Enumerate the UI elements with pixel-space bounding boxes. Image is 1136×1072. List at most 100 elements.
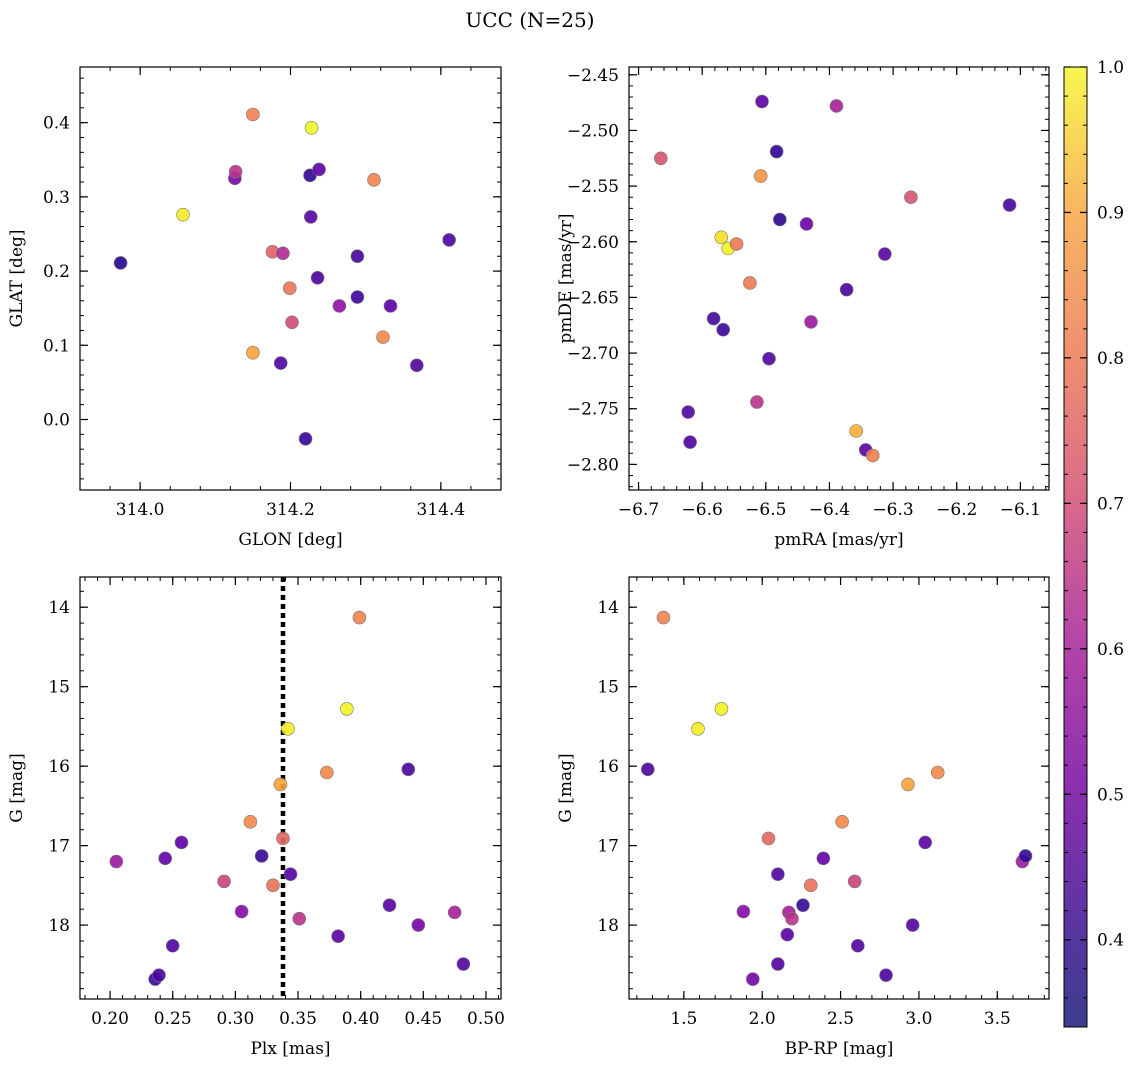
y-tick-label: 0.4 — [43, 114, 70, 134]
x-tick-label: −6.3 — [872, 500, 913, 520]
data-point — [847, 874, 862, 889]
data-point — [273, 356, 288, 370]
data-point — [780, 927, 795, 942]
major-ticks — [80, 577, 501, 999]
data-point — [331, 929, 345, 944]
major-ticks — [629, 67, 1049, 490]
y-tick-label: −2.65 — [567, 288, 619, 308]
axes-frame — [79, 576, 502, 1000]
data-point — [276, 246, 290, 261]
x-tick-label: 0.30 — [216, 1009, 254, 1029]
x-axis-label: pmRA [mas/yr] — [774, 530, 903, 550]
y-tick-label: 18 — [597, 916, 619, 936]
minor-ticks — [629, 577, 1049, 999]
data-point — [266, 878, 280, 893]
colorbar-tick-label: 0.7 — [1097, 494, 1124, 514]
major-ticks — [80, 67, 501, 490]
y-tick-label: −2.60 — [567, 233, 619, 253]
colorbar-gradient — [1063, 66, 1088, 1028]
data-point — [803, 878, 818, 893]
y-tick-label: 16 — [48, 757, 70, 777]
y-tick-label: 15 — [597, 678, 619, 698]
data-point — [681, 405, 695, 419]
data-point — [217, 874, 231, 889]
data-point — [382, 898, 397, 913]
x-tick-label: −6.1 — [1000, 500, 1041, 520]
y-tick-label: −2.80 — [567, 455, 619, 475]
y-axis-label: pmDE [mas/yr] — [556, 213, 576, 343]
x-axis-label: GLON [deg] — [238, 530, 342, 550]
data-point — [447, 905, 462, 920]
data-point — [930, 765, 945, 780]
y-tick-label: 17 — [48, 837, 70, 857]
y-tick-label: −2.75 — [567, 400, 619, 420]
data-point — [310, 270, 325, 285]
data-point — [918, 835, 932, 850]
x-tick-label: 2.5 — [827, 1009, 854, 1029]
data-point — [762, 351, 776, 366]
data-point — [771, 867, 785, 882]
data-point — [376, 330, 390, 344]
x-tick-label: 0.45 — [404, 1009, 442, 1029]
x-tick-label: −6.2 — [936, 500, 977, 520]
major-ticks — [629, 577, 1049, 999]
data-point — [851, 938, 865, 953]
data-point — [165, 938, 180, 953]
data-point — [796, 898, 810, 913]
x-tick-label: 314.0 — [116, 500, 165, 520]
data-point — [383, 299, 398, 313]
axes-frame — [628, 576, 1050, 1000]
x-tick-label: 0.35 — [279, 1009, 317, 1029]
data-point — [839, 282, 854, 297]
scatter-points — [113, 107, 456, 446]
data-point — [292, 911, 307, 926]
data-point — [1002, 198, 1017, 212]
data-point — [304, 121, 319, 135]
data-point — [246, 107, 260, 122]
y-axis-label: G [mag] — [556, 753, 576, 822]
x-tick-label: 3.0 — [905, 1009, 932, 1029]
data-point — [298, 431, 313, 446]
data-point — [716, 322, 730, 337]
data-point — [905, 918, 920, 932]
data-point — [785, 911, 799, 926]
x-tick-label: 2.0 — [749, 1009, 776, 1029]
data-point — [829, 99, 844, 113]
data-point — [176, 207, 190, 222]
data-point — [152, 968, 166, 982]
data-point — [283, 867, 298, 882]
data-point — [456, 957, 471, 971]
minor-ticks — [629, 67, 1049, 490]
panels: 314.0 314.2 314.4 0.0 0.1 0.2 0.3 0.4 GLON [deg]… — [7, 66, 1050, 1059]
y-tick-label: 0.0 — [43, 411, 70, 431]
panel-2: −6.7 −6.6 −6.5 −6.4 −6.3 −6.2 −6.1 −2.80 −2.75 −2… — [556, 66, 1050, 550]
y-tick-label: 18 — [48, 916, 70, 936]
data-point — [750, 395, 764, 409]
data-point — [773, 212, 787, 227]
minor-ticks — [80, 577, 501, 999]
y-tick-label: 14 — [48, 598, 70, 618]
data-point — [849, 424, 863, 438]
data-point — [746, 972, 760, 986]
data-point — [303, 210, 318, 224]
y-axis-label: GLAT [deg] — [7, 229, 27, 327]
x-tick-label: 314.4 — [417, 500, 466, 520]
y-tick-label: 0.1 — [43, 336, 70, 356]
data-point — [769, 144, 784, 159]
x-tick-label: −6.6 — [682, 500, 723, 520]
y-tick-label: 14 — [597, 598, 619, 618]
data-point — [736, 904, 751, 919]
data-point — [799, 217, 814, 231]
data-point — [281, 721, 295, 736]
data-point — [352, 610, 367, 625]
panel-3: 0.20 0.25 0.30 0.35 0.40 0.45 0.50 14 15 16 17 18 Pl… — [7, 576, 505, 1059]
data-point — [367, 173, 381, 187]
x-tick-label: 0.25 — [154, 1009, 192, 1029]
y-tick-label: −2.50 — [567, 121, 619, 141]
y-tick-label: −2.45 — [567, 66, 619, 86]
colorbar-tick-label: 0.4 — [1097, 931, 1124, 951]
data-point — [816, 851, 831, 866]
panel-1: 314.0 314.2 314.4 0.0 0.1 0.2 0.3 0.4 GLON [deg]… — [7, 66, 502, 550]
data-point — [273, 777, 288, 792]
